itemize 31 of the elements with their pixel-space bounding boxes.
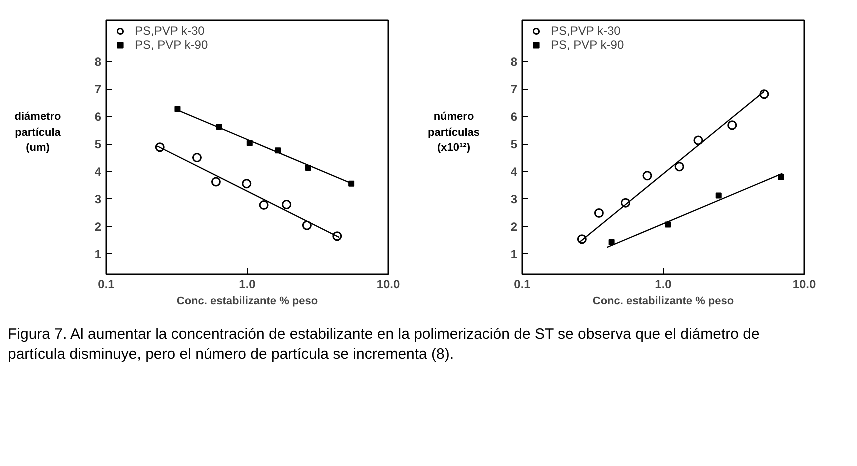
- text: Figura 7. Al aumentar la concentración de estabilizante en la polimerización de ST se observa que el diámetro de partícula disminuye, pero el número de partícula se incrementa (8).: [8, 325, 761, 366]
- x-tick-label: 0.1: [98, 278, 116, 292]
- y-tick-label: 2: [510, 220, 518, 234]
- y-axis-title: número partículas (x10¹²): [428, 110, 480, 156]
- y-tick-label: 6: [510, 110, 518, 124]
- legend-label: PS, PVP k-90: [135, 38, 208, 52]
- y-tick-label: 4: [510, 165, 518, 180]
- x-tick-label: 10.0: [376, 278, 401, 292]
- x-axis-title: Conc. estabilizante % peso: [592, 296, 734, 308]
- y-tick-label: 7: [510, 82, 518, 97]
- x-tick-label: 10.0: [792, 278, 817, 292]
- y-tick-label: 6: [94, 110, 102, 124]
- x-axis-title: Conc. estabilizante % peso: [176, 296, 318, 308]
- x-tick-label: 1.0: [239, 278, 256, 292]
- y-tick-label: 8: [510, 55, 518, 70]
- y-tick-label: 5: [510, 138, 518, 152]
- legend-label: PS,PVP k-30: [135, 24, 205, 38]
- y-tick-label: 1: [510, 247, 518, 262]
- y-tick-label: 2: [94, 220, 102, 234]
- y-tick-label: 1: [94, 247, 102, 262]
- y-tick-label: 5: [94, 138, 102, 152]
- legend-label: PS,PVP k-30: [551, 24, 621, 38]
- y-tick-label: 3: [510, 192, 518, 206]
- legend-label: PS, PVP k-90: [551, 38, 624, 52]
- x-tick-label: 1.0: [655, 278, 672, 292]
- y-tick-label: 4: [94, 165, 102, 180]
- x-tick-label: 0.1: [514, 278, 532, 292]
- y-tick-label: 8: [94, 55, 102, 70]
- y-tick-label: 7: [94, 82, 102, 97]
- y-tick-label: 3: [94, 192, 102, 206]
- y-axis-title: diámetro partícula (um): [14, 110, 62, 156]
